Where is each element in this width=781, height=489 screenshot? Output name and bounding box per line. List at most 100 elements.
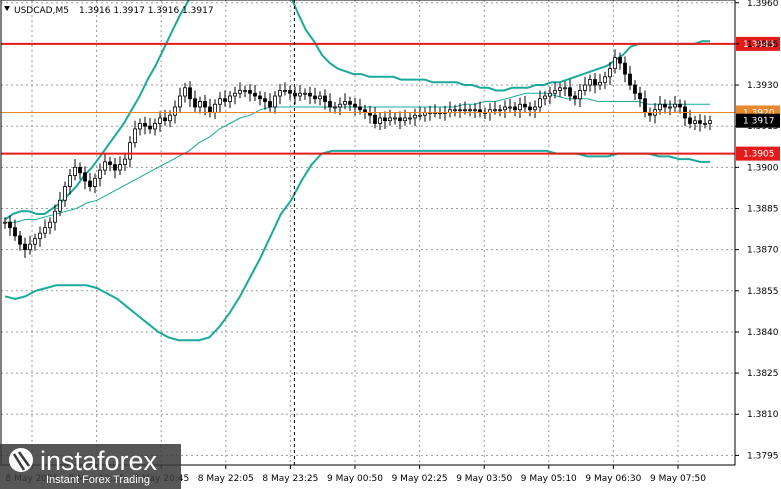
- candle-body: [313, 95, 317, 100]
- x-tick-label: 9 May 05:10: [521, 474, 577, 484]
- level-label: 1.3945: [743, 40, 775, 50]
- candle-body: [188, 87, 192, 100]
- symbol-title: USDCAD,M5: [14, 6, 69, 16]
- x-tick-label: 9 May 00:50: [327, 474, 383, 484]
- candle-body: [263, 98, 267, 102]
- candle-body: [183, 87, 187, 97]
- candle-body: [138, 123, 142, 130]
- price-levels: 1.3945 1.3920 1.3905 1.3917: [1, 36, 780, 161]
- candle-body: [698, 120, 702, 124]
- candle-body: [128, 142, 132, 160]
- ohlc-header: 1.3916 1.3917 1.3916 1.3917: [79, 6, 214, 16]
- candle-body: [563, 87, 567, 90]
- candle-body: [558, 87, 562, 91]
- candle-body: [288, 90, 292, 94]
- candle-body: [408, 117, 412, 120]
- candle-body: [583, 84, 587, 91]
- candle-body: [33, 238, 37, 245]
- candle-body: [173, 106, 177, 116]
- candle-body: [668, 106, 672, 109]
- candle-body: [208, 106, 212, 113]
- candle-body: [298, 92, 302, 97]
- candle-body: [28, 243, 32, 251]
- candle-body: [318, 95, 322, 100]
- candle-body: [538, 98, 542, 108]
- current-price-label: 1.3917: [743, 117, 775, 127]
- candle-body: [178, 95, 182, 108]
- candle-body: [308, 92, 312, 97]
- level-label: 1.3920: [743, 108, 775, 118]
- x-tick-label: 9 May 03:50: [456, 474, 512, 484]
- candle-body: [68, 175, 72, 187]
- candle-body: [88, 180, 92, 187]
- candle-body: [198, 101, 202, 108]
- candle-body: [463, 109, 467, 112]
- y-tick-label: 1.3885: [747, 204, 779, 214]
- x-tick-label: 8 May 22:05: [198, 474, 254, 484]
- candle-body: [593, 79, 597, 86]
- candle-body: [383, 117, 387, 122]
- chart-menu-icon: [4, 6, 10, 11]
- candle-body: [673, 103, 677, 108]
- bollinger-middle-line: [5, 92, 710, 223]
- y-tick-label: 1.3930: [747, 81, 779, 91]
- candle-body: [108, 161, 112, 166]
- bollinger-lower-line: [4, 149, 710, 342]
- y-tick-label: 1.3825: [747, 369, 779, 379]
- candle-body: [158, 117, 162, 124]
- candle-body: [203, 101, 207, 108]
- candle-body: [388, 117, 392, 122]
- candle-body: [638, 92, 642, 100]
- candle-body: [633, 84, 637, 94]
- candle-body: [163, 117, 167, 122]
- candle-body: [708, 120, 712, 124]
- candles: [3, 49, 712, 258]
- candle-body: [78, 166, 82, 174]
- candle-body: [493, 109, 497, 112]
- candle-body: [503, 106, 507, 111]
- candle-body: [278, 90, 282, 97]
- candle-body: [623, 62, 627, 75]
- candle-body: [628, 73, 632, 86]
- candle-body: [83, 172, 87, 182]
- candle-body: [168, 114, 172, 122]
- candle-body: [103, 161, 107, 171]
- candle-body: [658, 103, 662, 111]
- candle-body: [518, 103, 522, 111]
- level-label: 1.3905: [743, 150, 775, 160]
- candle-body: [58, 199, 62, 212]
- plot-frame: [0, 0, 736, 466]
- candle-body: [468, 109, 472, 112]
- y-tick-label: 1.3795: [747, 451, 779, 461]
- candle-body: [603, 76, 607, 83]
- candle-body: [283, 90, 287, 92]
- candle-body: [328, 101, 332, 108]
- candle-body: [343, 101, 347, 105]
- y-axis: 1.3960 1.3945 1.3930 1.3915 1.3900 1.3885 1.38…: [735, 0, 779, 461]
- candle-body: [13, 227, 17, 237]
- candle-body: [43, 227, 47, 234]
- candle-body: [348, 101, 352, 105]
- candle-body: [123, 158, 127, 166]
- candle-body: [38, 232, 42, 240]
- candle-body: [613, 57, 617, 69]
- candle-body: [693, 120, 697, 124]
- candle-body: [473, 109, 477, 112]
- candle-body: [248, 90, 252, 94]
- candle-body: [403, 117, 407, 122]
- candle-body: [573, 95, 577, 100]
- candle-body: [373, 114, 377, 124]
- candle-body: [18, 235, 22, 245]
- candle-body: [578, 90, 582, 100]
- candle-body: [268, 101, 272, 108]
- candle-body: [413, 114, 417, 119]
- candle-body: [548, 92, 552, 97]
- candle-body: [73, 166, 77, 176]
- candle-body: [48, 221, 52, 229]
- y-tick-label: 1.3855: [747, 287, 779, 297]
- candle-body: [513, 106, 517, 111]
- candle-body: [508, 106, 512, 109]
- y-tick-label: 1.3915: [747, 122, 779, 132]
- candle-body: [533, 106, 537, 111]
